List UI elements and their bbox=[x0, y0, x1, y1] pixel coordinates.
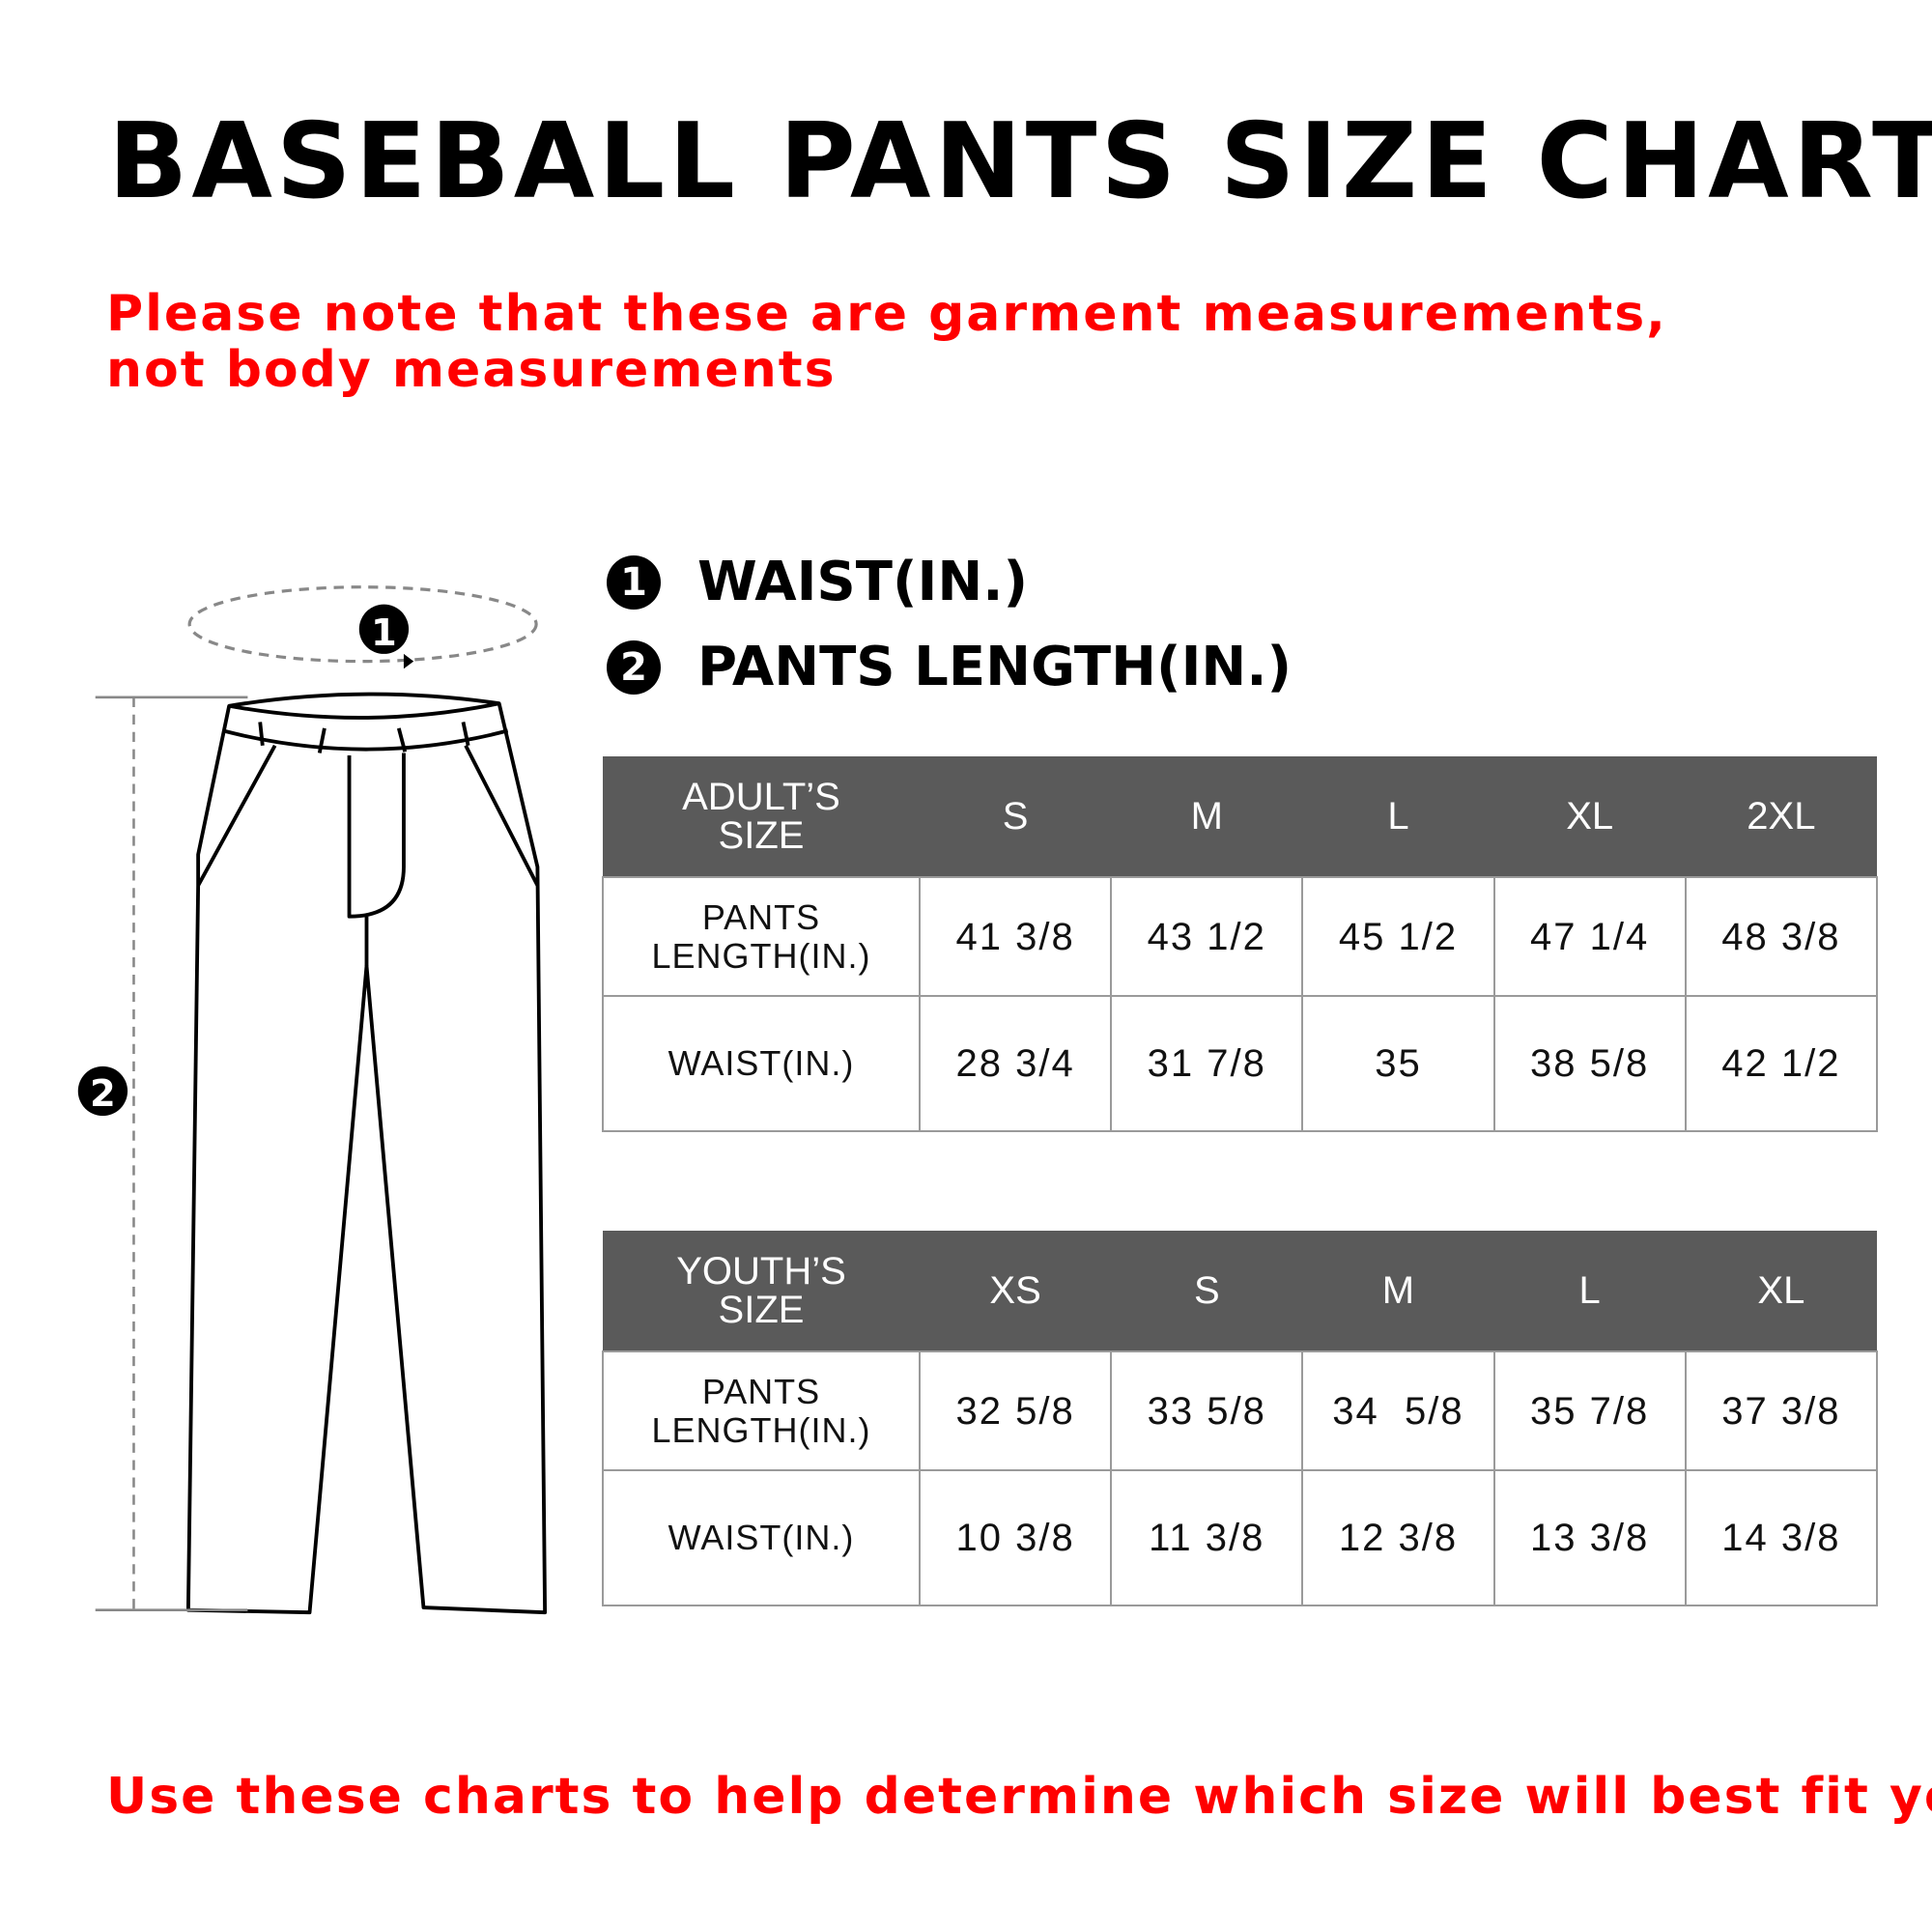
waist-measure-ellipse bbox=[187, 585, 538, 664]
table-header-row: ADULT’S SIZE S M L XL 2XL bbox=[603, 756, 1877, 877]
legend-label: WAIST(IN.) bbox=[697, 551, 1029, 613]
table-cell: 41 3/8 bbox=[918, 876, 1113, 997]
table-header-row: YOUTH’S SIZE XS S M L XL bbox=[603, 1231, 1877, 1351]
table-cell: 45 1/2 bbox=[1301, 876, 1495, 997]
marker-2-icon: 2 bbox=[607, 639, 661, 695]
marker-1-icon: 1 bbox=[607, 554, 661, 610]
header-cell: S bbox=[920, 756, 1112, 877]
pants-outline bbox=[185, 692, 548, 1615]
youth-size-table: YOUTH’S SIZE XS S M L XL PANTS LENGTH(IN… bbox=[602, 1231, 1879, 1606]
left-pocket bbox=[196, 744, 277, 887]
table-cell: 34 5/8 bbox=[1301, 1350, 1495, 1471]
legend-label: PANTS LENGTH(IN.) bbox=[697, 636, 1293, 698]
table-row: PANTS LENGTH(IN.) 41 3/8 43 1/2 45 1/2 4… bbox=[602, 876, 1879, 997]
header-cell: M bbox=[1302, 1231, 1494, 1351]
fly bbox=[347, 753, 406, 919]
row-label: PANTS LENGTH(IN.) bbox=[602, 876, 921, 997]
table-cell: 32 5/8 bbox=[918, 1350, 1113, 1471]
table-cell: 35 7/8 bbox=[1492, 1350, 1687, 1471]
header-cell: L bbox=[1302, 756, 1494, 877]
waistband-top bbox=[228, 701, 500, 720]
header-cell: 2XL bbox=[1685, 756, 1877, 877]
table-cell: 42 1/2 bbox=[1684, 995, 1879, 1132]
table-row: WAIST(IN.) 28 3/4 31 7/8 35 38 5/8 42 1/… bbox=[602, 995, 1879, 1132]
diagram-marker-1: 1 bbox=[371, 611, 397, 655]
table-row: PANTS LENGTH(IN.) 32 5/8 33 5/8 34 5/8 3… bbox=[602, 1350, 1879, 1471]
diagram-marker-2: 2 bbox=[90, 1072, 116, 1116]
right-pocket bbox=[464, 744, 540, 887]
legend-waist: 1 WAIST(IN.) bbox=[607, 551, 1028, 613]
table-cell: 31 7/8 bbox=[1110, 995, 1304, 1132]
table-cell: 33 5/8 bbox=[1110, 1350, 1304, 1471]
table-cell: 11 3/8 bbox=[1110, 1469, 1304, 1606]
table-cell: 47 1/4 bbox=[1492, 876, 1687, 997]
page-title: BASEBALL PANTS SIZE CHART bbox=[108, 101, 1932, 222]
table-cell: 37 3/8 bbox=[1684, 1350, 1879, 1471]
row-label: PANTS LENGTH(IN.) bbox=[602, 1350, 921, 1471]
table-cell: 13 3/8 bbox=[1492, 1469, 1687, 1606]
header-cell: S bbox=[1111, 1231, 1303, 1351]
header-cell: M bbox=[1111, 756, 1303, 877]
table-cell: 28 3/4 bbox=[918, 995, 1113, 1132]
header-cell: ADULT’S SIZE bbox=[603, 756, 920, 877]
header-cell: YOUTH’S SIZE bbox=[603, 1231, 920, 1351]
table-cell: 43 1/2 bbox=[1110, 876, 1304, 997]
table-row: WAIST(IN.) 10 3/8 11 3/8 12 3/8 13 3/8 1… bbox=[602, 1469, 1879, 1606]
header-cell: L bbox=[1493, 1231, 1686, 1351]
table-cell: 38 5/8 bbox=[1492, 995, 1687, 1132]
adult-size-table: ADULT’S SIZE S M L XL 2XL PANTS LENGTH(I… bbox=[602, 756, 1879, 1132]
belt-loops bbox=[258, 722, 470, 753]
arrow-icon bbox=[403, 653, 414, 669]
header-cell: XS bbox=[920, 1231, 1112, 1351]
table-cell: 48 3/8 bbox=[1684, 876, 1879, 997]
table-cell: 35 bbox=[1301, 995, 1495, 1132]
table-cell: 10 3/8 bbox=[918, 1469, 1113, 1606]
footer-note: Use these charts to help determine which… bbox=[106, 1768, 1932, 1826]
row-label: WAIST(IN.) bbox=[602, 1469, 921, 1606]
table-cell: 12 3/8 bbox=[1301, 1469, 1495, 1606]
row-label: WAIST(IN.) bbox=[602, 995, 921, 1132]
header-cell: XL bbox=[1685, 1231, 1877, 1351]
table-cell: 14 3/8 bbox=[1684, 1469, 1879, 1606]
legend-pants-length: 2 PANTS LENGTH(IN.) bbox=[607, 636, 1292, 698]
header-cell: XL bbox=[1493, 756, 1686, 877]
measurement-note: Please note that these are garment measu… bbox=[106, 285, 1667, 399]
